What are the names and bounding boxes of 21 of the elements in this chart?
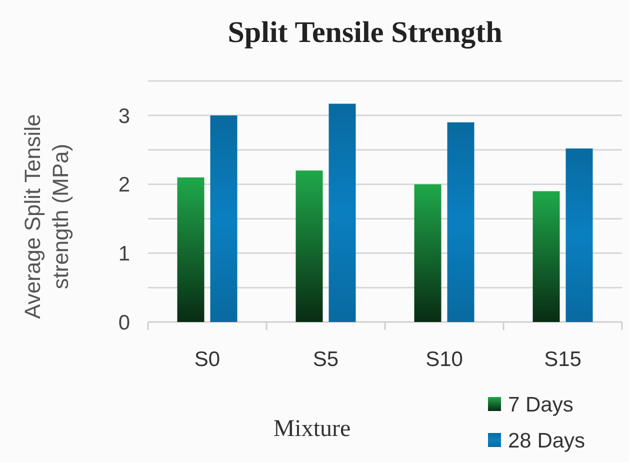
legend-label: 7 Days [508, 393, 574, 416]
bar [414, 184, 442, 322]
x-tick-label: S0 [194, 348, 220, 371]
y-tick-label: 3 [118, 104, 130, 128]
x-axis-title: Mixture [273, 416, 351, 442]
y-tick-label: 1 [118, 242, 130, 266]
bar [532, 191, 560, 322]
bar [328, 104, 356, 322]
chart-title: Split Tensile Strength [228, 16, 503, 49]
y-tick-label: 0 [118, 311, 130, 334]
bar [177, 177, 204, 322]
y-tick-label: 2 [118, 174, 130, 197]
bar [566, 148, 593, 322]
x-tick-label: S15 [544, 348, 582, 371]
x-tick-label: S5 [312, 348, 339, 371]
legend-label: 28 Days [508, 429, 586, 452]
x-tick-label: S10 [426, 348, 463, 371]
bar [210, 115, 238, 322]
y-axis-title: Average Split Tensile strength (MPa) [20, 114, 73, 319]
bar [447, 122, 474, 322]
bar [296, 170, 323, 322]
